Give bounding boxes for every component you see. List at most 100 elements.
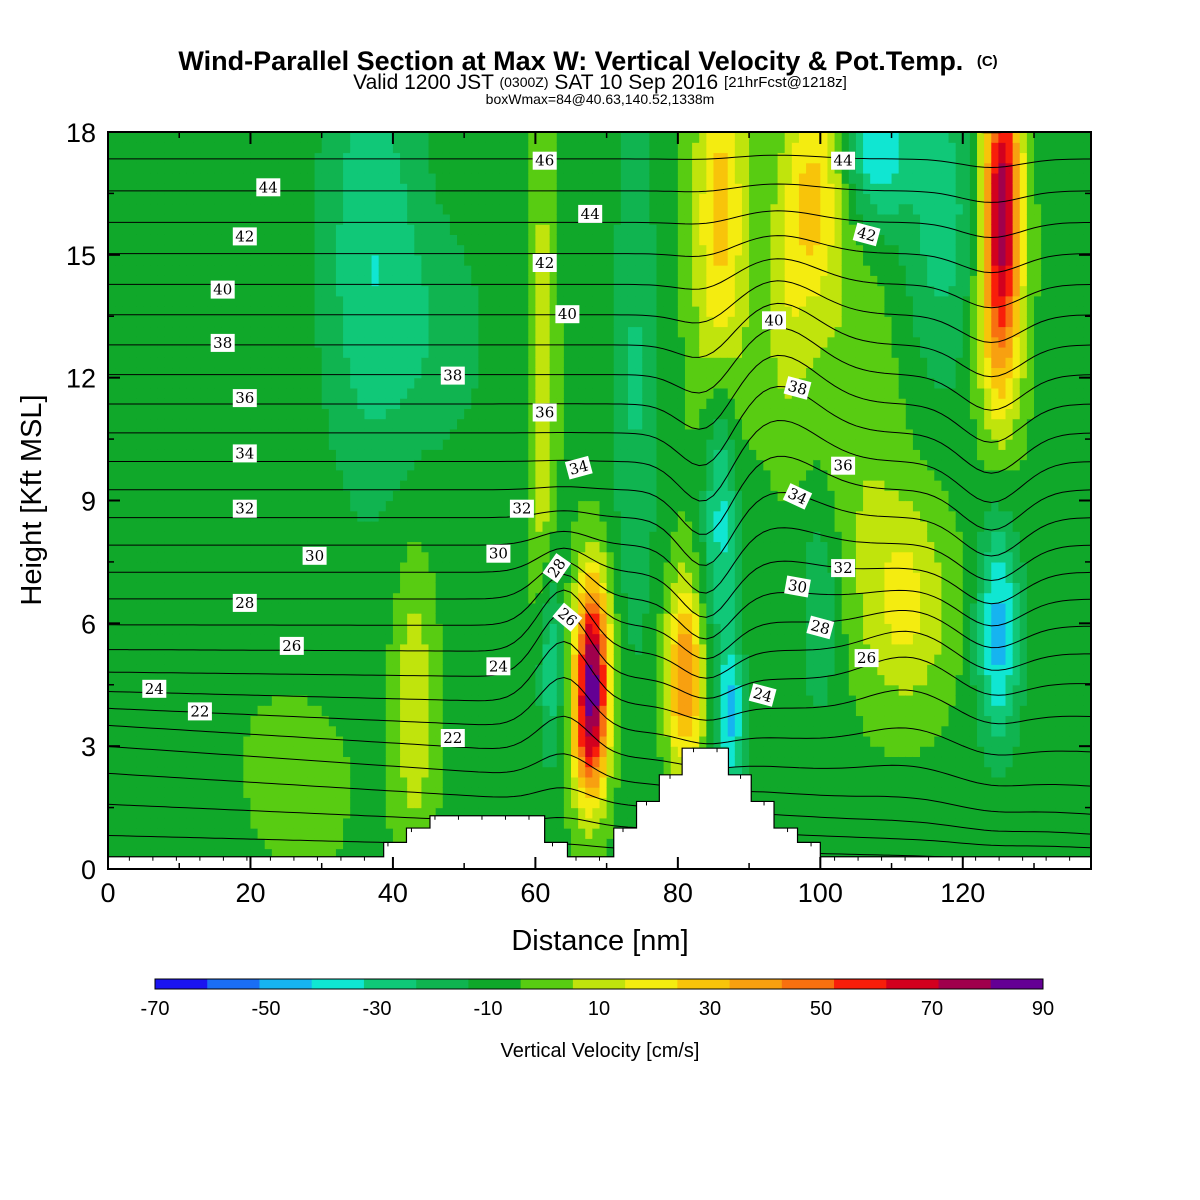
velocity-cell [521, 561, 529, 573]
velocity-cell [414, 480, 423, 491]
velocity-cell [179, 715, 187, 727]
velocity-cell [514, 480, 522, 491]
velocity-cell [108, 234, 116, 246]
velocity-cell [108, 735, 116, 747]
velocity-cell [264, 715, 273, 727]
velocity-cell [485, 725, 494, 737]
velocity-cell [464, 592, 472, 604]
velocity-cell [143, 756, 152, 768]
velocity-cell [343, 490, 351, 502]
velocity-cell [157, 602, 166, 614]
velocity-cell [578, 776, 586, 788]
velocity-cell [221, 694, 230, 706]
velocity-cell [221, 623, 230, 635]
velocity-cell [357, 705, 366, 717]
velocity-cell [122, 408, 130, 420]
velocity-cell [371, 776, 380, 788]
velocity-cell [229, 531, 237, 543]
velocity-cell [371, 408, 380, 420]
velocity-cell [521, 377, 529, 389]
velocity-cell [521, 367, 529, 379]
velocity-cell [528, 183, 536, 195]
velocity-cell [278, 684, 287, 696]
velocity-cell [186, 776, 195, 788]
velocity-cell [357, 265, 366, 276]
velocity-cell [435, 326, 444, 338]
velocity-cell [200, 674, 209, 686]
velocity-cell [528, 623, 536, 635]
velocity-cell [286, 725, 294, 737]
velocity-cell [542, 817, 551, 829]
velocity-cell [122, 756, 130, 768]
velocity-cell [549, 224, 558, 235]
velocity-cell [506, 684, 515, 696]
velocity-cell [136, 582, 145, 594]
velocity-cell [407, 377, 415, 389]
velocity-cell [549, 193, 558, 205]
velocity-cell [229, 643, 237, 655]
velocity-cell [164, 531, 173, 543]
velocity-cell [143, 213, 152, 225]
velocity-cell [528, 664, 536, 676]
velocity-cell [264, 490, 273, 502]
velocity-cell [200, 244, 209, 256]
velocity-cell [200, 541, 209, 553]
velocity-cell [122, 623, 130, 635]
velocity-cell [221, 613, 230, 624]
velocity-cell [314, 848, 323, 860]
velocity-cell [521, 183, 529, 195]
velocity-cell [257, 838, 266, 850]
velocity-cell [314, 654, 323, 665]
velocity-cell [314, 162, 323, 174]
velocity-cell [243, 735, 252, 747]
velocity-cell [307, 285, 316, 297]
velocity-cell [257, 797, 266, 809]
velocity-cell [478, 715, 487, 727]
velocity-cell [243, 490, 252, 502]
velocity-cell [378, 643, 387, 655]
velocity-cell [549, 510, 558, 522]
velocity-cell [414, 715, 423, 727]
velocity-cell [250, 183, 259, 195]
velocity-cell [321, 797, 330, 809]
velocity-cell [243, 520, 252, 532]
velocity-cell [164, 480, 173, 491]
velocity-cell [563, 326, 572, 338]
velocity-cell [542, 469, 551, 481]
velocity-cell [449, 459, 458, 471]
velocity-cell [428, 705, 437, 717]
velocity-cell [179, 316, 187, 328]
velocity-cell [193, 387, 202, 399]
velocity-cell [364, 172, 373, 184]
velocity-cell [328, 500, 337, 512]
velocity-cell [435, 357, 444, 369]
velocity-cell [485, 561, 494, 573]
velocity-cell [514, 807, 522, 819]
velocity-cell [221, 480, 230, 491]
velocity-cell [343, 592, 351, 604]
velocity-cell [592, 500, 601, 512]
velocity-cell [122, 172, 130, 184]
velocity-cell [221, 490, 230, 502]
velocity-cell [236, 746, 244, 758]
velocity-cell [371, 531, 380, 543]
velocity-cell [371, 838, 380, 850]
velocity-cell [578, 418, 586, 430]
velocity-cell [108, 213, 116, 225]
velocity-cell [172, 684, 180, 696]
velocity-cell [371, 592, 380, 604]
velocity-cell [250, 316, 259, 328]
velocity-cell [485, 705, 494, 717]
velocity-cell [335, 172, 344, 184]
velocity-cell [343, 377, 351, 389]
velocity-cell [328, 234, 337, 246]
velocity-cell [136, 623, 145, 635]
velocity-cell [392, 213, 401, 225]
velocity-cell [378, 295, 387, 307]
velocity-cell [207, 357, 216, 369]
velocity-cell [271, 418, 280, 430]
velocity-cell [521, 213, 529, 225]
velocity-cell [115, 213, 123, 225]
velocity-cell [478, 561, 487, 573]
velocity-cell [400, 326, 408, 338]
